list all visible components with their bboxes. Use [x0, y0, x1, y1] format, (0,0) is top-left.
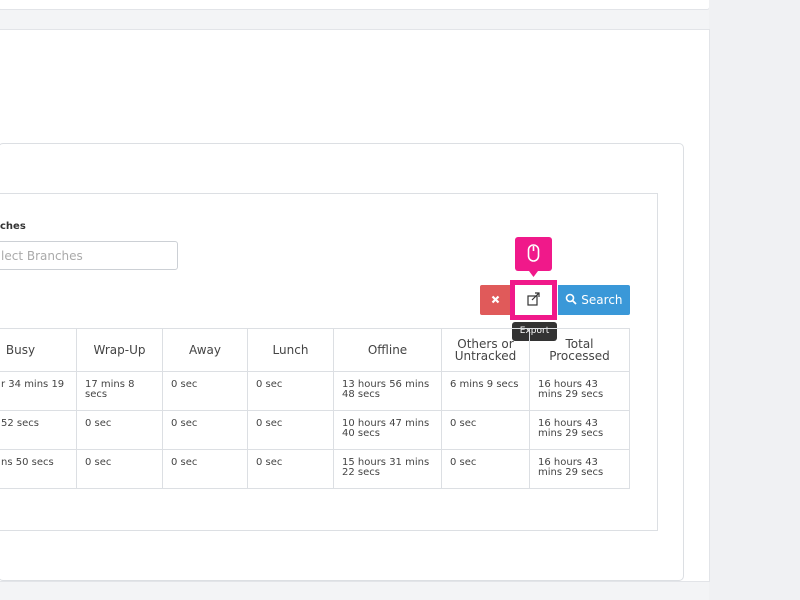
table-row: ns 50 secs 0 sec 0 sec 0 sec 15 hours 31 min… — [0, 449, 630, 489]
clear-button[interactable] — [480, 285, 511, 315]
search-icon — [566, 293, 578, 305]
table-cell: 0 sec — [162, 449, 248, 489]
table-cell: 0 sec — [247, 371, 334, 411]
export-button[interactable] — [510, 280, 557, 320]
table-cell: 0 sec — [247, 449, 334, 489]
table-cell: r 34 mins 19 — [0, 371, 77, 411]
report-table: Busy Wrap-Up Away Lunch Offline Others or Unt… — [0, 328, 630, 489]
column-header: Total Processed — [529, 328, 630, 372]
column-header: Wrap-Up — [76, 328, 163, 372]
column-header: Away — [162, 328, 248, 372]
filter-box — [0, 193, 658, 531]
top-card — [0, 0, 710, 10]
table-cell: 17 mins 8 secs — [76, 371, 163, 411]
table-cell: 0 sec — [76, 410, 163, 450]
table-cell: 52 secs — [0, 410, 77, 450]
search-button[interactable]: Search — [558, 285, 630, 315]
search-label: Search — [581, 293, 623, 307]
table-cell: 0 sec — [162, 410, 248, 450]
table-cell: 10 hours 47 mins 40 secs — [333, 410, 442, 450]
table-cell: 16 hours 43 mins 29 secs — [529, 410, 630, 450]
table-cell: ns 50 secs — [0, 449, 77, 489]
column-header: Lunch — [247, 328, 334, 372]
side-strip — [709, 0, 800, 600]
table-cell: 15 hours 31 mins 22 secs — [333, 449, 442, 489]
mouse-icon — [527, 244, 540, 277]
table-cell: 0 sec — [162, 371, 248, 411]
branches-select[interactable]: lect Branches — [0, 241, 178, 270]
table-row: r 34 mins 19 17 mins 8 secs 0 sec 0 sec 13 h… — [0, 371, 630, 411]
clear-icon — [491, 295, 500, 304]
table-cell: 0 sec — [441, 449, 530, 489]
column-header: Others or Untracked — [441, 328, 530, 372]
table-cell: 16 hours 43 mins 29 secs — [529, 371, 630, 411]
click-indicator — [515, 237, 552, 277]
column-header: Offline — [333, 328, 442, 372]
branches-label: ches — [0, 221, 26, 232]
table-cell: 0 sec — [247, 410, 334, 450]
table-row: 52 secs 0 sec 0 sec 0 sec 10 hours 47 mins 4… — [0, 410, 630, 450]
table-cell: 6 mins 9 secs — [441, 371, 530, 411]
table-cell: 13 hours 56 mins 48 secs — [333, 371, 442, 411]
table-cell: 0 sec — [76, 449, 163, 489]
table-cell: 16 hours 43 mins 29 secs — [529, 449, 630, 489]
column-header: Busy — [0, 328, 77, 372]
table-cell: 0 sec — [441, 410, 530, 450]
export-icon — [527, 292, 540, 306]
